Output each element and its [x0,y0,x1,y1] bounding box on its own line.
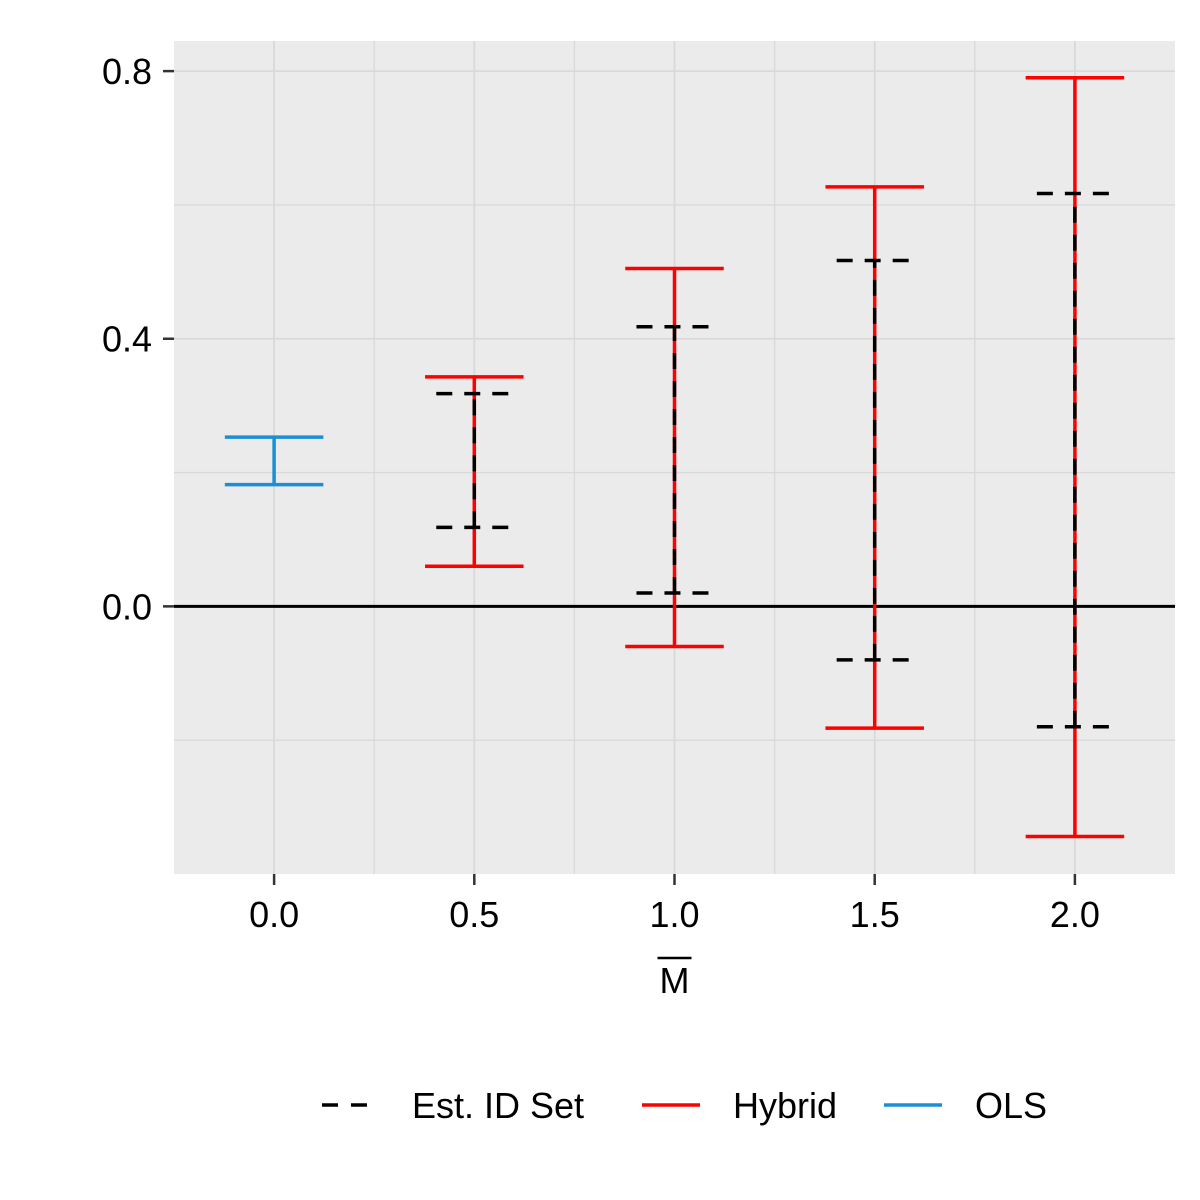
x-tick-label: 1.5 [850,894,900,935]
est-id-set-series [436,191,1113,729]
x-tick-label: 2.0 [1050,894,1100,935]
y-tick-label: 0.0 [102,586,152,627]
legend-label-est-id-set: Est. ID Set [412,1085,584,1126]
y-tick-label: 0.4 [102,319,152,360]
x-axis-title-group: M [657,956,692,1001]
ols-series [224,435,324,487]
x-axis: 0.0 0.5 1.0 1.5 2.0 [249,874,1100,935]
legend-label-ols: OLS [975,1085,1047,1126]
legend: Est. ID Set Hybrid OLS [322,1085,1047,1126]
x-tick-label: 1.0 [649,894,699,935]
legend-label-hybrid: Hybrid [733,1085,837,1126]
series-layer [224,76,1125,839]
y-tick-label: 0.8 [102,51,152,92]
x-tick-label: 0.5 [449,894,499,935]
x-tick-label: 0.0 [249,894,299,935]
x-axis-title: M [660,960,690,1001]
y-axis: 0.0 0.4 0.8 [102,51,174,627]
